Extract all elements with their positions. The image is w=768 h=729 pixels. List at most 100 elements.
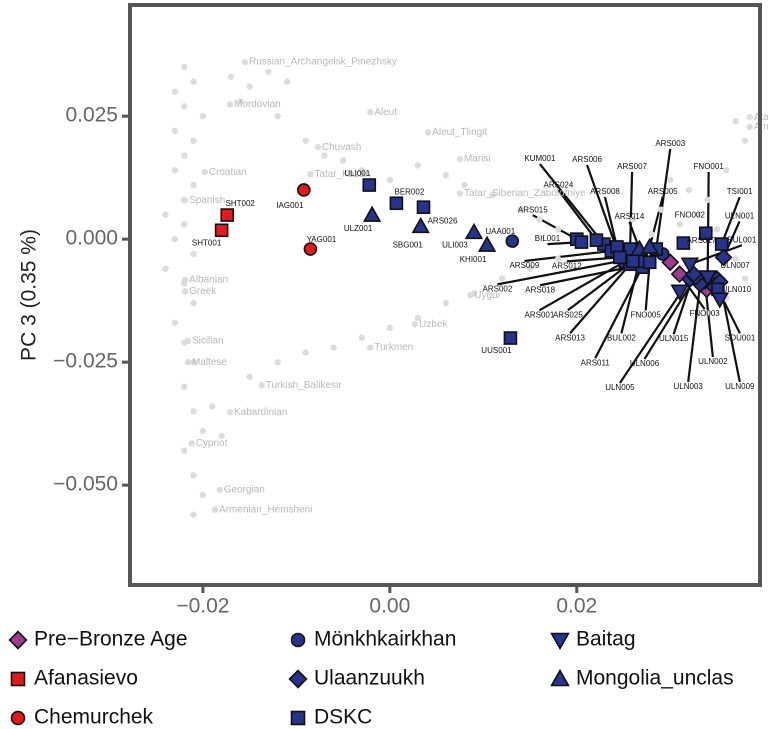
- reference-point: [246, 83, 253, 90]
- sample-label: ULN002: [698, 357, 728, 366]
- sample-label: BUL001: [727, 235, 756, 244]
- legend-marker: [550, 668, 570, 687]
- reference-point: [258, 382, 265, 389]
- reference-label: Tatar_Siberian_Zabolotniye: [464, 188, 586, 199]
- reference-label: Albanian: [189, 275, 228, 286]
- legend-marker: [8, 630, 28, 650]
- sample-point: [477, 235, 497, 252]
- reference-point: [181, 221, 188, 228]
- sample-label: ULN007: [720, 261, 750, 270]
- leader-line: [566, 256, 620, 263]
- reference-label: Turkish_Balikesir: [266, 380, 342, 391]
- leader-line: [557, 189, 598, 241]
- legend-marker: [550, 632, 570, 651]
- sample-point: [714, 237, 729, 251]
- leader-line: [628, 171, 634, 250]
- reference-point: [171, 167, 179, 174]
- sample-label: FNO003: [689, 309, 720, 318]
- reference-label: Mordovian: [234, 99, 281, 110]
- reference-point: [181, 383, 188, 390]
- leader-line: [603, 196, 619, 248]
- legend-marker: [10, 710, 26, 726]
- legend-label: Mönkhkairkhan: [314, 628, 456, 651]
- reference-label: Mansi: [464, 154, 491, 165]
- reference-point: [489, 191, 496, 199]
- x-tick-label: −0.02: [176, 595, 229, 618]
- leader-line: [720, 196, 741, 245]
- legend-marker: [290, 710, 306, 726]
- sample-label: ULN015: [659, 334, 689, 343]
- point-labels: Russian_Archangelsk_Pinezhsky Mordovian Al…: [189, 57, 768, 516]
- reference-point: [704, 309, 711, 317]
- reference-point: [246, 373, 253, 381]
- reference-point: [386, 324, 394, 331]
- sample-label: SBG001: [393, 240, 424, 249]
- sample-label: KUM001: [524, 154, 556, 163]
- reference-point: [171, 88, 179, 95]
- reference-point: [226, 101, 234, 108]
- markers: [162, 58, 753, 518]
- legend-label: Pre−Bronze Age: [34, 628, 188, 651]
- y-axis-label: PC 3 (0.35 %): [18, 229, 41, 361]
- sample-label: IAG001: [276, 201, 304, 210]
- sample-label: UUS001: [481, 346, 512, 355]
- reference-point: [302, 137, 309, 144]
- reference-point: [274, 112, 281, 120]
- sample-point: [416, 200, 431, 214]
- sample-label: ULZ001: [344, 224, 373, 233]
- reference-point: [648, 231, 655, 238]
- sample-point: [464, 222, 484, 240]
- reference-label: Croatian: [209, 167, 247, 178]
- sample-point: [626, 254, 640, 269]
- sample-label: BER002: [394, 187, 424, 196]
- reference-point: [265, 68, 272, 76]
- sample-point: [698, 226, 713, 241]
- reference-label: Maltese: [192, 357, 227, 368]
- reference-point: [218, 432, 225, 440]
- reference-point: [526, 265, 534, 272]
- reference-point: [190, 472, 197, 479]
- sample-label: SHT001: [192, 238, 222, 247]
- reference-point: [741, 137, 749, 144]
- sample-point: [714, 248, 733, 267]
- reference-point: [676, 221, 683, 228]
- leader-line: [567, 260, 634, 312]
- reference-point: [367, 344, 374, 351]
- sample-point: [411, 216, 430, 234]
- reference-point: [746, 123, 753, 131]
- reference-point: [685, 186, 693, 194]
- plot-area: Russian_Archangelsk_Pinezhsky Mordovian Al…: [162, 57, 768, 518]
- sample-label: ARS001: [525, 310, 555, 319]
- sample-label: ARS003: [655, 139, 685, 148]
- reference-point: [199, 427, 207, 435]
- reference-label: Kabardinian: [234, 407, 287, 418]
- reference-point: [190, 250, 197, 258]
- x-tick-label: 0.00: [369, 595, 410, 618]
- x-tick-label: 0.02: [556, 595, 597, 618]
- reference-point: [181, 103, 188, 110]
- reference-point: [190, 299, 197, 307]
- sample-label: ARS007: [617, 162, 647, 171]
- reference-point: [330, 344, 337, 351]
- reference-point: [162, 265, 169, 272]
- leader-line: [538, 260, 626, 312]
- reference-label: Aleut: [374, 107, 397, 118]
- reference-point: [657, 206, 665, 213]
- reference-point: [746, 113, 753, 121]
- sample-label: ULN009: [725, 382, 755, 391]
- legend-marker: [288, 669, 308, 689]
- reference-label: Spanish: [189, 195, 225, 206]
- reference-point: [723, 167, 730, 174]
- sample-point: [670, 265, 689, 284]
- sample-point: [698, 270, 717, 287]
- sample-point: [710, 292, 729, 309]
- sample-label: ULI001: [344, 169, 370, 178]
- sample-point: [676, 236, 691, 250]
- sample-label: ARS026: [428, 216, 458, 225]
- reference-point: [201, 169, 208, 176]
- sample-label: SHT002: [226, 199, 256, 208]
- legend-label: Baitag: [576, 628, 636, 651]
- reference-point: [498, 275, 506, 282]
- legend-marker: [290, 632, 306, 648]
